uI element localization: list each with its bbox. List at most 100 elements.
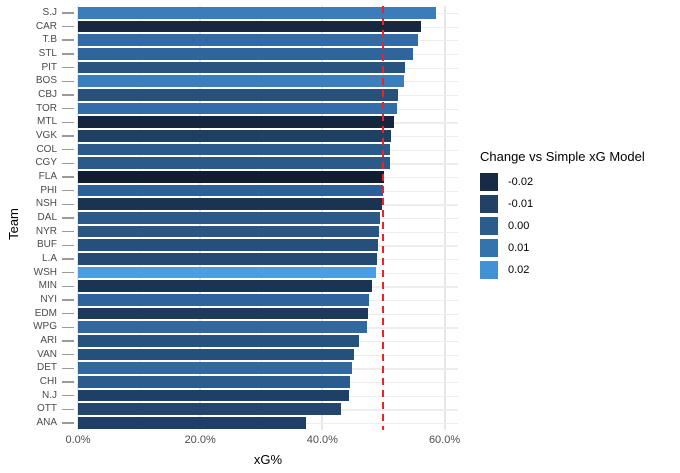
- y-tick-label: DET: [37, 362, 57, 374]
- team-row: OTT: [17, 402, 458, 416]
- x-axis-title: xG%: [253, 452, 283, 467]
- team-row: BOS: [17, 74, 458, 88]
- y-tick-mark: [62, 230, 74, 233]
- y-tick-mark: [62, 367, 74, 369]
- bar-area: [78, 102, 458, 116]
- team-row: DET: [17, 361, 458, 375]
- y-tick-mark: [62, 271, 74, 274]
- legend-label: 0.01: [508, 242, 530, 254]
- team-row: CBJ: [17, 88, 458, 102]
- bar-nj: [78, 389, 350, 402]
- team-row: NYI: [17, 293, 458, 307]
- team-row: DAL: [17, 211, 458, 225]
- y-tick-mark: [62, 94, 74, 96]
- y-tick-mark: [62, 394, 74, 397]
- bar-area: [78, 197, 458, 211]
- team-row: NSH: [17, 197, 458, 211]
- y-tick-mark: [62, 244, 74, 246]
- y-tick-mark: [62, 162, 74, 164]
- team-row: MTL: [17, 115, 458, 129]
- y-tick-label: BUF: [37, 239, 57, 251]
- x-tick-label: 20.0%: [184, 434, 216, 446]
- y-tick-label: PHI: [40, 184, 57, 196]
- bar-tb: [78, 34, 419, 47]
- y-tick-label: MTL: [37, 116, 57, 128]
- y-tick-mark: [62, 189, 74, 192]
- bar-sj: [78, 7, 436, 19]
- bar-area: [78, 170, 458, 184]
- y-tick-label: L.A: [41, 252, 57, 264]
- bar-tor: [78, 102, 397, 115]
- y-tick-label: ANA: [36, 416, 57, 428]
- y-tick-mark: [62, 299, 74, 301]
- bar-bos: [78, 75, 404, 88]
- team-row: N.J: [17, 389, 458, 403]
- bar-area: [78, 20, 458, 34]
- bar-area: [78, 266, 458, 280]
- y-tick-mark: [62, 80, 74, 82]
- y-tick-mark: [62, 53, 74, 55]
- legend-item: -0.02: [480, 173, 645, 191]
- legend-item: 0.01: [480, 239, 645, 257]
- y-tick-label: S.J: [42, 6, 57, 18]
- y-tick-mark: [62, 66, 74, 69]
- bar-phi: [78, 184, 383, 197]
- bar-area: [78, 61, 458, 75]
- y-tick-label: CGY: [35, 157, 57, 169]
- y-tick-mark: [62, 25, 74, 28]
- bar-ari: [78, 335, 360, 347]
- team-row: ARI: [17, 334, 458, 348]
- bar-nyi: [78, 294, 369, 306]
- y-tick-mark: [62, 326, 74, 328]
- y-tick-label: STL: [38, 47, 57, 59]
- team-row: T.B: [17, 33, 458, 47]
- team-row: VAN: [17, 348, 458, 362]
- legend-title: Change vs Simple xG Model: [480, 149, 645, 164]
- bar-area: [78, 238, 458, 252]
- bar-ott: [78, 403, 341, 416]
- bar-area: [78, 129, 458, 143]
- y-tick-label: OTT: [37, 403, 57, 415]
- legend-swatch: [480, 261, 498, 279]
- bar-area: [78, 115, 458, 129]
- y-tick-label: VGK: [35, 129, 57, 141]
- bar-area: [78, 375, 458, 389]
- bar-nyr: [78, 225, 380, 238]
- bar-area: [78, 156, 458, 170]
- team-row: COL: [17, 143, 458, 157]
- bar-col: [78, 143, 391, 156]
- team-row: MIN: [17, 279, 458, 293]
- team-row: CHI: [17, 375, 458, 389]
- team-row: TOR: [17, 102, 458, 116]
- team-row: STL: [17, 47, 458, 61]
- y-tick-mark: [62, 340, 74, 342]
- team-row: FLA: [17, 170, 458, 184]
- bar-area: [78, 416, 458, 430]
- y-tick-mark: [62, 422, 74, 424]
- y-tick-label: DAL: [37, 211, 57, 223]
- bar-wsh: [78, 266, 376, 279]
- bar-area: [78, 88, 458, 102]
- y-tick-label: CBJ: [38, 88, 57, 100]
- bar-area: [78, 47, 458, 61]
- team-row: WSH: [17, 266, 458, 280]
- y-tick-label: COL: [36, 143, 57, 155]
- y-tick-mark: [62, 203, 74, 205]
- bar-mtl: [78, 116, 395, 129]
- bar-nsh: [78, 198, 382, 211]
- y-tick-label: N.J: [42, 389, 57, 401]
- bar-area: [78, 348, 458, 362]
- y-tick-label: WSH: [33, 266, 57, 278]
- y-tick-label: WPG: [33, 321, 57, 333]
- bar-area: [78, 293, 458, 307]
- legend-swatch: [480, 173, 498, 191]
- bar-wpg: [78, 321, 367, 334]
- y-tick-mark: [62, 408, 74, 411]
- team-row: PHI: [17, 184, 458, 198]
- bar-area: [78, 143, 458, 157]
- bar-dal: [78, 212, 381, 224]
- y-tick-mark: [62, 107, 74, 110]
- legend-label: 0.00: [508, 220, 530, 232]
- team-row: VGK: [17, 129, 458, 143]
